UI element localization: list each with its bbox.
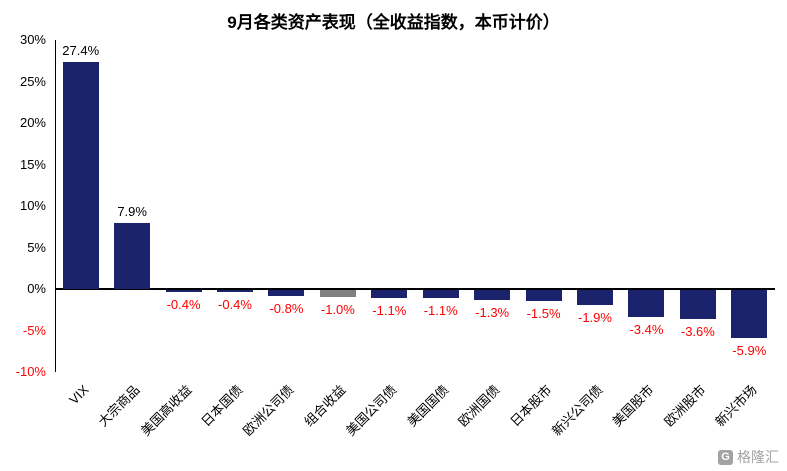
watermark: G 格隆汇 <box>718 447 779 467</box>
y-axis-tick-label: 20% <box>19 115 46 130</box>
bar <box>371 290 408 299</box>
bar <box>628 290 665 318</box>
y-axis-tick-label: 5% <box>27 239 46 255</box>
chart-title: 9月各类资产表现（全收益指数，本币计价） <box>227 13 560 32</box>
y-axis-line <box>55 40 56 372</box>
y-axis-tick-label: -5% <box>22 322 46 338</box>
bar-value-label: -3.6% <box>680 323 715 339</box>
watermark-text: 格隆汇 <box>737 449 779 465</box>
bar-value-label: -0.4% <box>166 297 201 313</box>
y-axis-tick-label: -10% <box>15 364 46 379</box>
bar <box>217 290 253 293</box>
gelonghui-logo-icon: G <box>718 449 733 465</box>
bar <box>319 290 356 298</box>
bar <box>165 290 202 293</box>
bar-value-label: -1.1% <box>423 303 458 319</box>
bar-value-label: 27.4% <box>62 42 100 58</box>
bar-value-label: -0.4% <box>218 297 252 313</box>
y-axis-tick-label: 25% <box>19 73 46 89</box>
bar <box>62 61 99 289</box>
bar-value-label: -1.3% <box>475 304 510 320</box>
bar <box>114 223 151 289</box>
y-axis-tick-label: 15% <box>19 156 46 172</box>
x-axis-label: VIX <box>65 382 92 408</box>
bar <box>422 290 459 299</box>
bar-value-label: 7.9% <box>117 204 147 220</box>
bar <box>525 290 562 302</box>
bar-value-label: -1.5% <box>526 306 561 322</box>
logo-letter: G <box>721 451 730 463</box>
bar <box>731 290 768 338</box>
y-axis-tick-label: 0% <box>27 281 46 296</box>
bar-value-label: -1.9% <box>578 309 612 325</box>
bar <box>474 290 511 300</box>
bar-value-label: -1.1% <box>372 303 407 319</box>
y-axis-tick-label: 10% <box>19 198 46 213</box>
bar <box>679 290 716 319</box>
bar-value-label: -5.9% <box>732 342 767 358</box>
bar-value-label: -1.0% <box>320 302 355 318</box>
bar-value-label: -3.4% <box>629 322 664 338</box>
zero-axis-line <box>55 288 775 290</box>
bar-value-label: -0.8% <box>269 300 304 316</box>
bar <box>577 290 613 305</box>
bar <box>268 290 305 296</box>
y-axis-tick-label: 30% <box>19 32 46 47</box>
